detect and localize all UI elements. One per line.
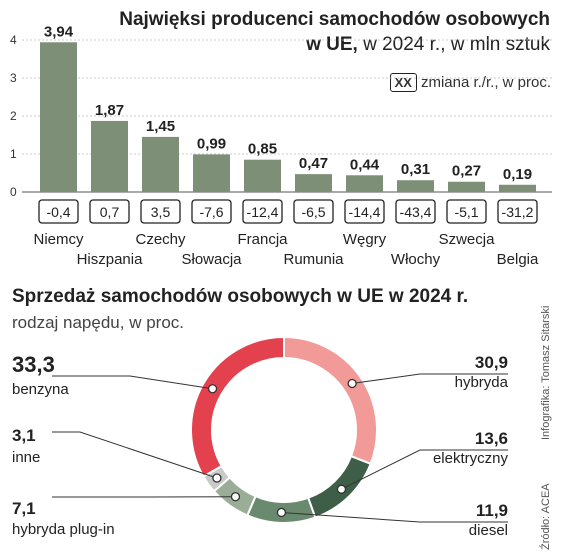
change-label: -0,4: [46, 204, 70, 220]
leader-dot: [230, 492, 241, 502]
change-label: -31,2: [502, 204, 534, 220]
leader-line: [352, 373, 508, 384]
bar-value-label: 0,27: [452, 163, 481, 180]
change-label: 3,5: [151, 204, 171, 220]
y-tick-label-1: 1: [10, 147, 17, 161]
slice-value-label: 13,6: [475, 429, 508, 448]
bar-szwecja: [448, 181, 485, 192]
slice-value-label: 3,1: [12, 426, 36, 445]
bar-value-label: 0,85: [248, 141, 277, 158]
slice-name-label: hybryda: [455, 374, 509, 391]
category-label-włochy: Włochy: [391, 251, 441, 268]
leader-dot: [207, 384, 218, 394]
bar-rumunia: [295, 174, 332, 192]
change-label: -14,4: [349, 204, 381, 220]
bar-czechy: [142, 136, 179, 192]
bar-chart-title: Najwięksi producenci samochodów osobowyc…: [119, 9, 550, 30]
author-credit: Infografika: Tomasz Sitarski: [540, 305, 552, 440]
slice-value-label: 11,9: [476, 501, 508, 520]
slice-name-label: inne: [12, 449, 40, 466]
leader-line: [52, 431, 218, 479]
slice-value-label: 7,1: [12, 499, 36, 518]
change-box: [293, 199, 334, 224]
change-box: [446, 199, 487, 224]
change-legend-box: XX: [389, 73, 417, 92]
category-label-niemcy: Niemcy: [33, 231, 84, 248]
bar-belgia: [499, 184, 536, 192]
bar-value-label: 0,44: [350, 156, 380, 173]
change-box: [191, 199, 232, 224]
change-box: [89, 199, 130, 224]
bar-francja: [244, 159, 281, 192]
bar-węgry: [346, 175, 383, 192]
leader-line: [52, 375, 213, 390]
slice-name-label: elektryczny: [433, 450, 509, 467]
bar-value-label: 0,99: [197, 135, 226, 152]
bar-value-label: 0,19: [503, 166, 532, 183]
leader-line: [341, 449, 508, 490]
category-label-hiszpania: Hiszpania: [77, 251, 144, 268]
slice-name-label: hybryda plug-in: [12, 521, 115, 538]
y-tick-label-3: 3: [10, 71, 17, 85]
bar-value-label: 0,31: [401, 161, 430, 178]
y-tick-label-4: 4: [10, 33, 17, 47]
category-label-słowacja: Słowacja: [181, 251, 242, 268]
y-tick-label-0: 0: [10, 185, 17, 199]
donut-chart-title: Sprzedaż samochodów osobowych w UE w 202…: [12, 286, 469, 307]
change-box: [38, 199, 79, 224]
change-box: [344, 199, 385, 224]
bar-value-label: 0,47: [299, 155, 328, 172]
category-label-francja: Francja: [237, 231, 288, 248]
bar-włochy: [397, 180, 434, 192]
category-label-rumunia: Rumunia: [283, 251, 344, 268]
change-box: [242, 199, 283, 224]
donut-slice-benzyna: [190, 335, 285, 478]
change-label: 0,7: [100, 204, 120, 220]
bar-słowacja: [193, 154, 230, 192]
leader-dot: [336, 484, 347, 494]
category-label-czechy: Czechy: [135, 231, 186, 248]
bar-value-label: 1,45: [146, 118, 175, 135]
bar-hiszpania: [91, 120, 128, 192]
change-box: [140, 199, 181, 224]
leader-dot: [347, 378, 357, 389]
change-box: [395, 199, 436, 224]
leader-line: [281, 511, 508, 523]
change-label: -12,4: [247, 204, 279, 220]
slice-name-label: benzyna: [12, 381, 69, 398]
slice-value-label: 30,9: [475, 353, 508, 372]
bar-chart-title-region: w UE,: [306, 34, 358, 55]
leader-dot: [276, 507, 287, 518]
change-label: -5,1: [454, 204, 478, 220]
y-tick-label-2: 2: [10, 109, 17, 123]
donut-slice-hybryda: [283, 335, 378, 466]
bar-chart-title-line2: w UE, w 2024 r., w mln sztuk: [110, 33, 550, 56]
slice-name-label: diesel: [469, 522, 508, 539]
category-label-węgry: Węgry: [343, 231, 387, 248]
bar-chart-title-unit: w 2024 r., w mln sztuk: [357, 34, 550, 55]
change-label: -6,5: [301, 204, 325, 220]
donut-chart-subtitle: rodzaj napędu, w proc.: [12, 313, 184, 332]
category-label-belgia: Belgia: [497, 251, 539, 268]
change-label: -7,6: [199, 204, 223, 220]
category-label-szwecja: Szwecja: [439, 231, 496, 248]
bar-chart: 0 1 2 3 4 3,94 -0,4 Niemcy 1,87 0,7 Hiszpania 1,45 3…: [10, 23, 552, 268]
bar-value-label: 3,94: [44, 23, 74, 40]
slice-value-label: 33,3: [12, 352, 55, 377]
leader-dot: [212, 473, 222, 483]
bar-value-label: 1,87: [95, 102, 124, 119]
change-label: -43,4: [400, 204, 432, 220]
bar-niemcy: [40, 42, 77, 192]
change-box: [497, 199, 538, 224]
source-credit: Źródło: ACEA: [540, 483, 552, 550]
